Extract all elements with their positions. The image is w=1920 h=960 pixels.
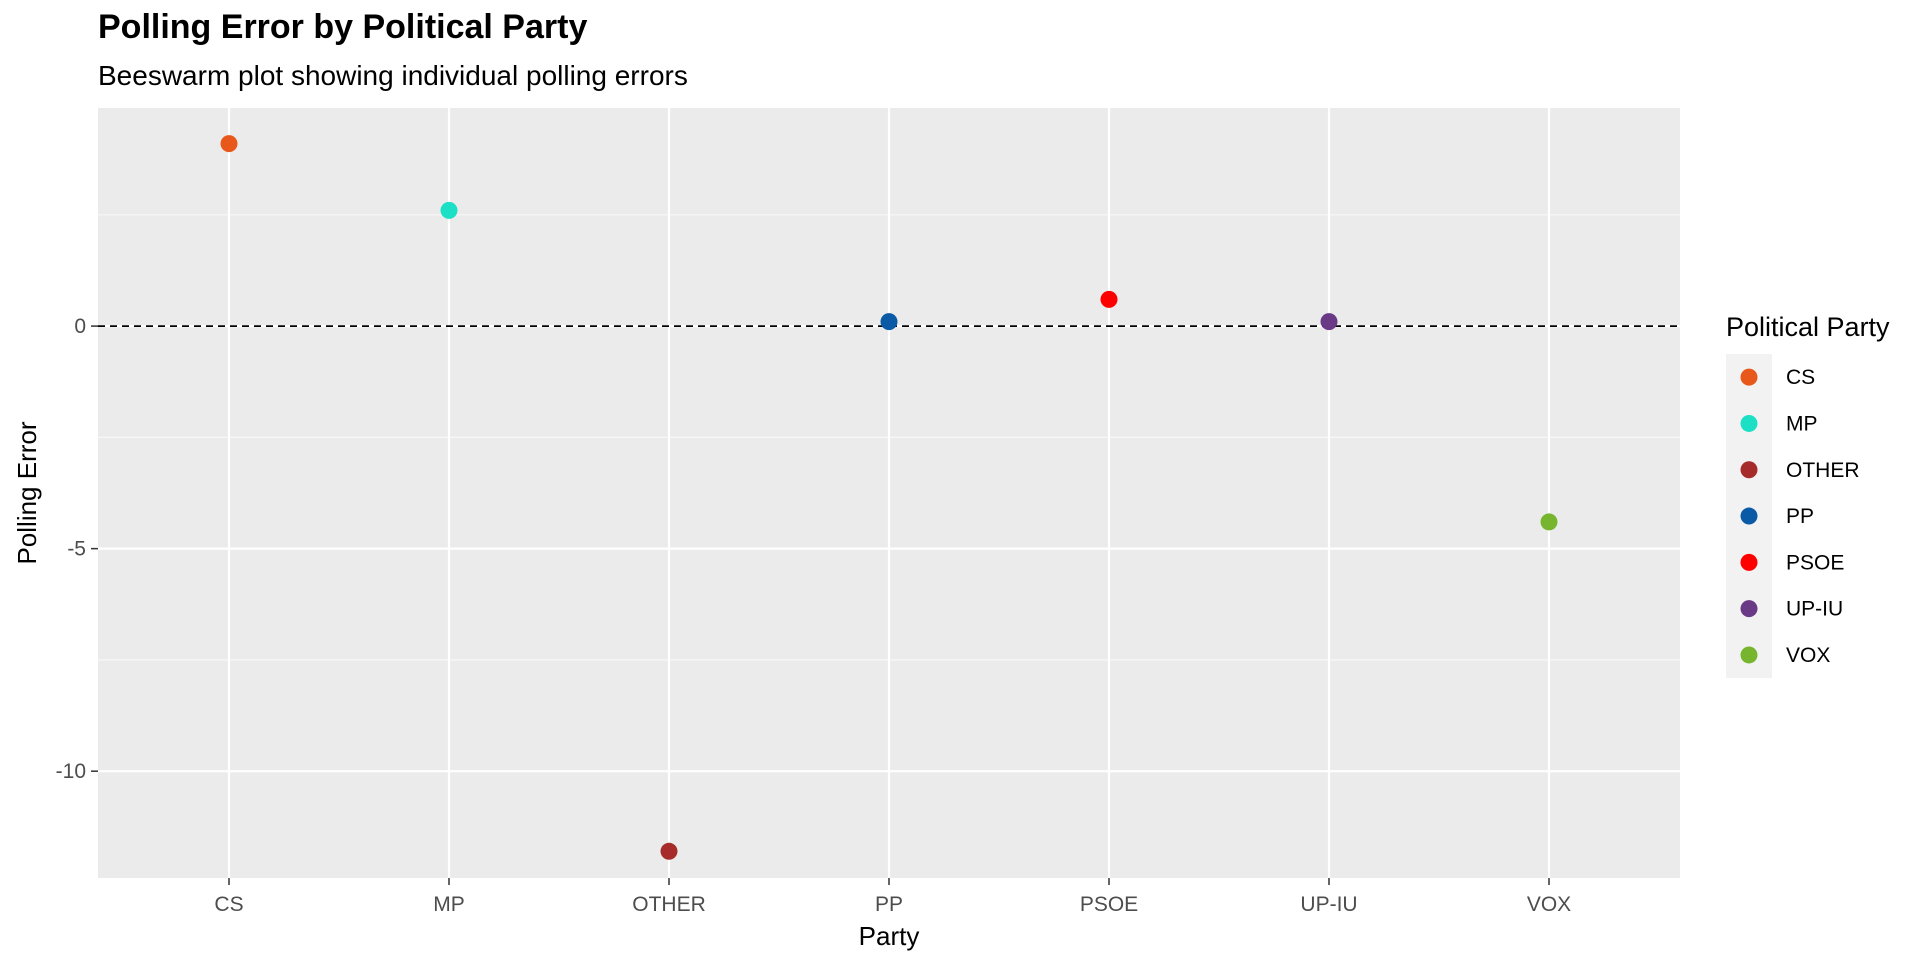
x-tick-label-PP: PP: [875, 893, 903, 916]
point-PP: [880, 313, 898, 331]
legend-label-OTHER: OTHER: [1786, 459, 1860, 482]
legend-label-PSOE: PSOE: [1786, 551, 1844, 574]
legend-key-UP-IU: [1740, 600, 1758, 618]
legend-label-UP-IU: UP-IU: [1786, 598, 1843, 621]
point-VOX: [1540, 513, 1558, 531]
legend-label-CS: CS: [1786, 366, 1815, 389]
y-axis-ticks: 0 -5 -10: [56, 315, 98, 783]
legend-title: Political Party: [1726, 312, 1890, 342]
y-tick-label-0: 0: [74, 315, 86, 338]
legend-key-MP: [1740, 414, 1758, 432]
legend-key-PP: [1740, 507, 1758, 525]
x-tick-label-MP: MP: [433, 893, 465, 916]
x-tick-label-PSOE: PSOE: [1080, 893, 1138, 916]
point-MP: [440, 201, 458, 219]
legend-label-PP: PP: [1786, 505, 1814, 528]
y-axis-title: Polling Error: [12, 421, 42, 564]
legend-key-VOX: [1740, 646, 1758, 664]
x-tick-label-CS: CS: [214, 893, 243, 916]
chart-title: Polling Error by Political Party: [98, 8, 588, 46]
y-tick-label-2: -10: [56, 760, 86, 783]
x-tick-label-UP-IU: UP-IU: [1300, 893, 1357, 916]
point-OTHER: [660, 842, 678, 860]
x-axis-title: Party: [859, 921, 920, 951]
point-PSOE: [1100, 290, 1118, 308]
point-CS: [220, 135, 238, 153]
x-tick-label-OTHER: OTHER: [632, 893, 706, 916]
legend-key-OTHER: [1740, 461, 1758, 479]
legend-key-PSOE: [1740, 553, 1758, 571]
data-points: [220, 135, 1558, 860]
point-UP-IU: [1320, 313, 1338, 331]
x-tick-label-VOX: VOX: [1527, 893, 1571, 916]
legend-key-CS: [1740, 368, 1758, 386]
legend-label-MP: MP: [1786, 412, 1818, 435]
y-tick-label-1: -5: [67, 538, 86, 561]
legend-label-VOX: VOX: [1786, 644, 1830, 667]
legend: Political Party CS MP OTHER PP PSOE UP-IU VOX: [1726, 312, 1890, 679]
x-axis-ticks: CS MP OTHER PP PSOE UP-IU VOX: [214, 878, 1571, 916]
legend-entries: CS MP OTHER PP PSOE UP-IU VOX: [1740, 366, 1860, 667]
chart-subtitle: Beeswarm plot showing individual polling…: [98, 60, 688, 91]
